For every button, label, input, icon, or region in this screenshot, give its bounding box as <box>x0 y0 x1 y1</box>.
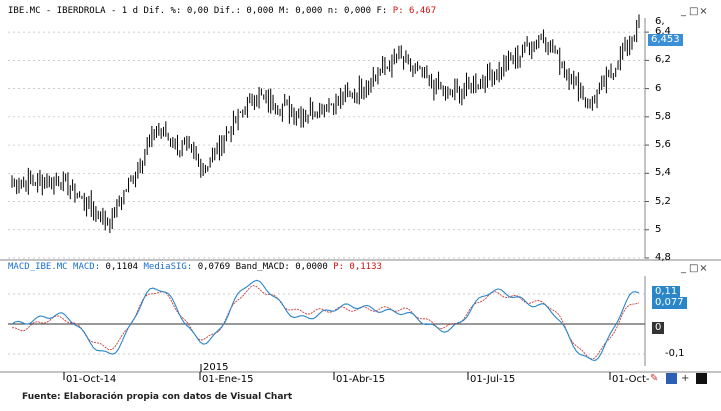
macd-p-label: P: 0,1133 <box>333 262 382 272</box>
date-label: 01-Oct-14 <box>66 374 117 385</box>
macd-value: 0,1104 <box>105 262 139 272</box>
minimize-icon[interactable]: _ <box>681 263 687 274</box>
date-label: 01-Abr-15 <box>336 374 386 385</box>
restore-icon[interactable]: □ <box>689 6 700 17</box>
f-label: F: <box>376 6 388 16</box>
band-label: Band_MACD: <box>235 262 290 272</box>
restore-icon[interactable]: □ <box>689 263 700 274</box>
band-value-tag: 0 <box>652 322 665 334</box>
sig-label: MediaSIG: <box>143 262 193 272</box>
dif-pct-label: Dif. %: 0,00 <box>143 6 209 16</box>
dif-label: Dif.: 0,000 <box>213 6 274 16</box>
macd-label: MACD_IBE.MC MACD: <box>8 262 101 272</box>
sig-value-tag: 0,077 <box>652 297 687 309</box>
price-tick-label: 6,2 <box>655 54 671 66</box>
close-icon[interactable]: × <box>699 6 709 17</box>
m-label: M: 0,000 <box>278 6 323 16</box>
fullscreen-icon[interactable] <box>696 373 707 384</box>
price-tick-label: 6 <box>655 82 662 94</box>
price-tick-label: 5,2 <box>655 195 671 207</box>
price-tick-label: 5,8 <box>655 110 671 122</box>
price-tick-label: 5,4 <box>655 167 671 179</box>
n-label: n: 0,000 <box>327 6 372 16</box>
price-tick-label: 6,4 <box>655 26 671 38</box>
band-value: 0,0000 <box>295 262 328 272</box>
price-panel <box>8 18 645 258</box>
macd-window-buttons: _ □× <box>679 263 709 274</box>
price-bars <box>11 14 640 234</box>
date-label: 01-Jul-15 <box>470 374 516 385</box>
year-label: 2015 <box>203 362 229 373</box>
date-label: 01-Oct- <box>612 374 650 385</box>
current-price-tag: 6,453 <box>648 34 683 46</box>
macd-header: MACD_IBE.MC MACD: 0,1104 MediaSIG: 0,076… <box>8 262 382 272</box>
price-tick-label: 5 <box>655 223 662 235</box>
minimize-icon[interactable]: _ <box>681 6 687 17</box>
signal-line <box>11 285 640 360</box>
settings-icon[interactable]: ✎ <box>650 373 659 384</box>
date-label: 01-Ene-15 <box>202 374 254 385</box>
price-tick-top: 6, <box>655 16 665 27</box>
price-header: IBE.MC - IBERDROLA - 1 d Dif. %: 0,00 Di… <box>8 6 436 16</box>
source-footer: Fuente: Elaboración propia con datos de … <box>22 392 293 402</box>
macd-value-tag: 0,11 <box>652 286 681 298</box>
price-tick-label: 5,6 <box>655 139 671 151</box>
save-icon[interactable] <box>666 373 677 384</box>
close-icon[interactable]: × <box>699 263 709 274</box>
price-window-buttons: _ □× <box>679 6 709 17</box>
macd-tick-label: -0,1 <box>665 348 685 359</box>
price-tick-label: 4,8 <box>655 252 671 263</box>
p-label: P: 6,467 <box>392 6 437 16</box>
macd-line <box>11 279 640 362</box>
plus-icon[interactable]: + <box>681 373 690 384</box>
symbol-label: IBE.MC - IBERDROLA - 1 d <box>8 6 139 16</box>
sig-value: 0,0769 <box>197 262 231 272</box>
